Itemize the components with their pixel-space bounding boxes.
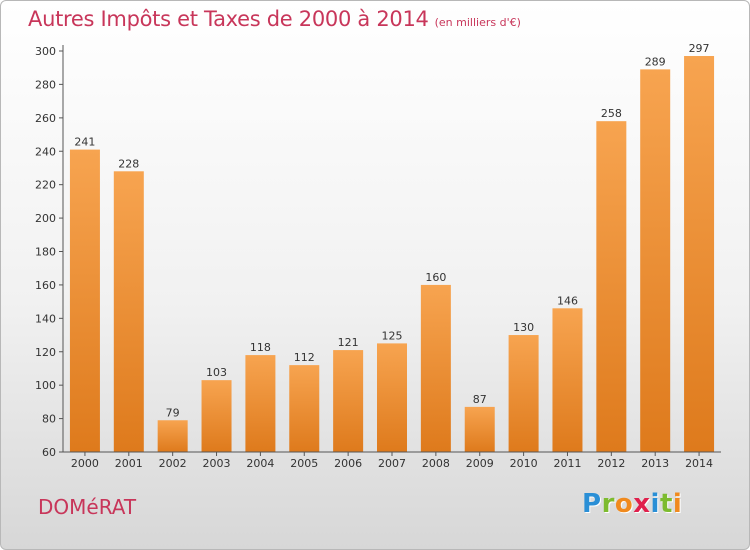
y-tick-label: 220 bbox=[35, 179, 56, 192]
x-tick-label: 2007 bbox=[378, 457, 406, 470]
bar-2012 bbox=[596, 121, 627, 453]
x-tick-label: 2001 bbox=[115, 457, 143, 470]
bar-2010 bbox=[508, 335, 539, 452]
y-tick-label: 120 bbox=[35, 346, 56, 359]
bar-value-label: 103 bbox=[206, 366, 227, 379]
y-tick-label: 60 bbox=[42, 446, 56, 459]
y-tick-label: 160 bbox=[35, 279, 56, 292]
x-tick-label: 2011 bbox=[553, 457, 581, 470]
y-tick-label: 300 bbox=[35, 45, 56, 58]
bar-2009 bbox=[464, 406, 495, 452]
x-tick-label: 2008 bbox=[422, 457, 450, 470]
commune-name: DOMéRAT bbox=[38, 495, 137, 519]
bar-2011 bbox=[552, 308, 583, 452]
bar-value-label: 87 bbox=[473, 393, 487, 406]
bar-value-label: 258 bbox=[601, 107, 622, 120]
bar-value-label: 228 bbox=[118, 157, 139, 170]
x-tick-label: 2012 bbox=[597, 457, 625, 470]
logo-letter: i bbox=[672, 489, 683, 519]
logo-letter: r bbox=[601, 489, 615, 519]
chart-title-text: Autres Impôts et Taxes de 2000 à 2014 bbox=[28, 7, 429, 31]
bars: 241 228 79 103 118 112 121 125 160 87 130 146 258 289… bbox=[69, 42, 715, 453]
y-tick-label: 100 bbox=[35, 379, 56, 392]
bar-2005 bbox=[289, 365, 320, 452]
y-tick-label: 260 bbox=[35, 112, 56, 125]
bar-value-label: 121 bbox=[338, 336, 359, 349]
x-tick-label: 2003 bbox=[203, 457, 231, 470]
bar-2001 bbox=[113, 171, 144, 453]
bar-value-label: 112 bbox=[294, 351, 315, 364]
x-axis: 2000 2001 2002 2003 2004 2005 2006 2007 2008 2009… bbox=[63, 451, 721, 470]
y-axis: 60 80 100 120 140 160 180 200 220 240 260 280 300 bbox=[35, 45, 64, 459]
proxiti-logo[interactable]: Proxiti bbox=[582, 489, 682, 519]
bar-2008 bbox=[420, 284, 451, 452]
bar-2004 bbox=[245, 355, 276, 452]
x-tick-label: 2000 bbox=[71, 457, 99, 470]
x-tick-label: 2006 bbox=[334, 457, 362, 470]
bar-2014 bbox=[684, 56, 715, 452]
x-tick-label: 2009 bbox=[466, 457, 494, 470]
logo-letter: t bbox=[659, 489, 673, 519]
y-tick-label: 240 bbox=[35, 145, 56, 158]
logo-letter: i bbox=[650, 489, 660, 519]
chart-title: Autres Impôts et Taxes de 2000 à 2014 (en… bbox=[28, 7, 521, 31]
bar-value-label: 289 bbox=[645, 55, 666, 68]
bar-value-label: 118 bbox=[250, 341, 271, 354]
logo-letter: o bbox=[614, 489, 634, 519]
x-tick-label: 2014 bbox=[685, 457, 713, 470]
logo-letter: P bbox=[582, 489, 602, 519]
bar-value-label: 146 bbox=[557, 294, 578, 307]
bar-value-label: 160 bbox=[425, 271, 446, 284]
bar-value-label: 125 bbox=[382, 329, 403, 342]
bar-2002 bbox=[157, 420, 188, 452]
bar-2006 bbox=[333, 350, 364, 452]
bar-2000 bbox=[69, 149, 100, 452]
bar-2013 bbox=[640, 69, 671, 453]
x-tick-label: 2002 bbox=[159, 457, 187, 470]
x-tick-label: 2010 bbox=[510, 457, 538, 470]
y-tick-label: 200 bbox=[35, 212, 56, 225]
bar-value-label: 241 bbox=[74, 136, 95, 149]
bar-2007 bbox=[377, 343, 407, 452]
x-tick-label: 2013 bbox=[641, 457, 669, 470]
bar-2003 bbox=[201, 380, 232, 452]
bar-value-label: 79 bbox=[166, 406, 180, 419]
y-tick-label: 140 bbox=[35, 312, 56, 325]
y-tick-label: 80 bbox=[42, 413, 56, 426]
chart-subtitle: (en milliers d'€) bbox=[434, 16, 521, 29]
y-tick-label: 280 bbox=[35, 78, 56, 91]
bar-value-label: 130 bbox=[513, 321, 534, 334]
logo-letter: x bbox=[633, 489, 651, 519]
x-tick-label: 2005 bbox=[290, 457, 318, 470]
bar-value-label: 297 bbox=[689, 42, 710, 55]
x-tick-label: 2004 bbox=[246, 457, 274, 470]
y-tick-label: 180 bbox=[35, 246, 56, 259]
